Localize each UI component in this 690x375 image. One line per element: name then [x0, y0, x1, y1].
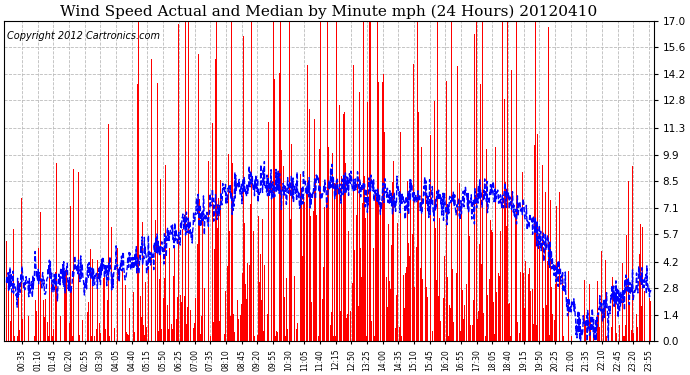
Text: Copyright 2012 Cartronics.com: Copyright 2012 Cartronics.com [8, 31, 160, 41]
Title: Wind Speed Actual and Median by Minute mph (24 Hours) 20120410: Wind Speed Actual and Median by Minute m… [60, 4, 598, 18]
